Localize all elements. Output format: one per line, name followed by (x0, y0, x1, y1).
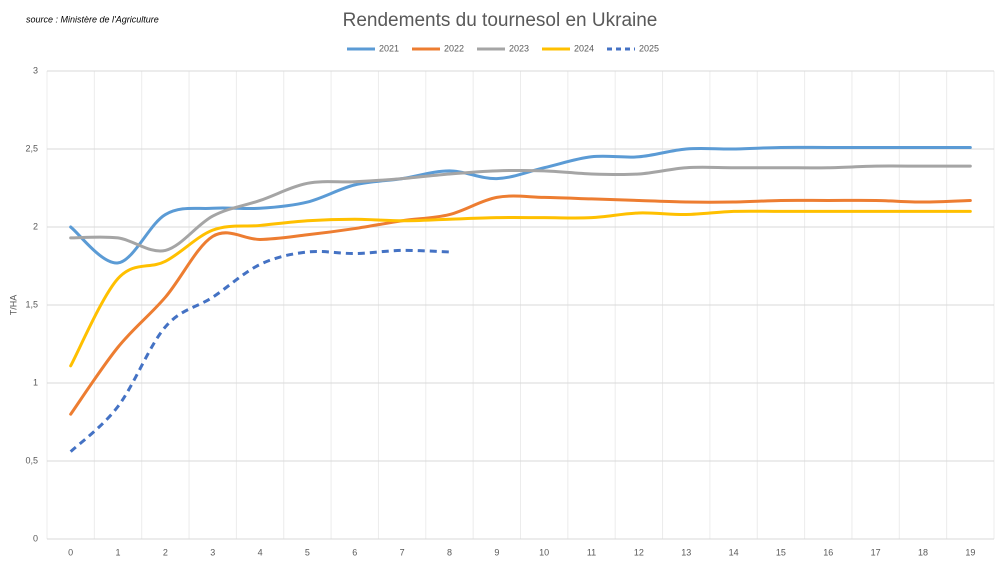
legend-label: 2023 (509, 43, 529, 53)
legend-label: 2022 (444, 43, 464, 53)
x-tick-label: 5 (305, 547, 310, 557)
chart-title: Rendements du tournesol en Ukraine (343, 10, 658, 31)
y-tick-label: 1,5 (25, 299, 38, 309)
source-note: source : Ministère de l'Agriculture (26, 14, 159, 24)
x-tick-label: 14 (729, 547, 739, 557)
x-tick-label: 4 (258, 547, 263, 557)
series-line (69, 145, 972, 265)
y-tick-label: 0,5 (25, 455, 38, 465)
y-tick-label: 3 (33, 65, 38, 75)
x-tick-label: 8 (447, 547, 452, 557)
y-axis-label: T/HA (8, 295, 18, 316)
y-tick-label: 0 (33, 533, 38, 543)
x-tick-label: 19 (965, 547, 975, 557)
x-tick-label: 12 (634, 547, 644, 557)
series-line (69, 194, 972, 416)
x-tick-label: 13 (681, 547, 691, 557)
x-tick-label: 1 (116, 547, 121, 557)
x-tick-label: 11 (587, 547, 596, 557)
y-tick-label: 2,5 (25, 143, 38, 153)
series-line (69, 209, 972, 368)
x-tick-label: 2 (163, 547, 168, 557)
y-tick-label: 1 (33, 377, 38, 387)
x-tick-label: 18 (918, 547, 928, 557)
legend-label: 2024 (574, 43, 594, 53)
x-tick-label: 10 (539, 547, 549, 557)
series-line (69, 164, 972, 253)
x-tick-label: 9 (494, 547, 499, 557)
x-tick-label: 7 (400, 547, 405, 557)
legend-label: 2025 (639, 43, 659, 53)
legend-label: 2021 (379, 43, 399, 53)
x-tick-label: 16 (823, 547, 833, 557)
x-tick-label: 0 (68, 547, 73, 557)
x-tick-label: 3 (210, 547, 215, 557)
series-line (69, 248, 450, 453)
x-tick-label: 15 (776, 547, 786, 557)
y-tick-label: 2 (33, 221, 38, 231)
x-tick-label: 6 (352, 547, 357, 557)
x-tick-label: 17 (871, 547, 881, 557)
